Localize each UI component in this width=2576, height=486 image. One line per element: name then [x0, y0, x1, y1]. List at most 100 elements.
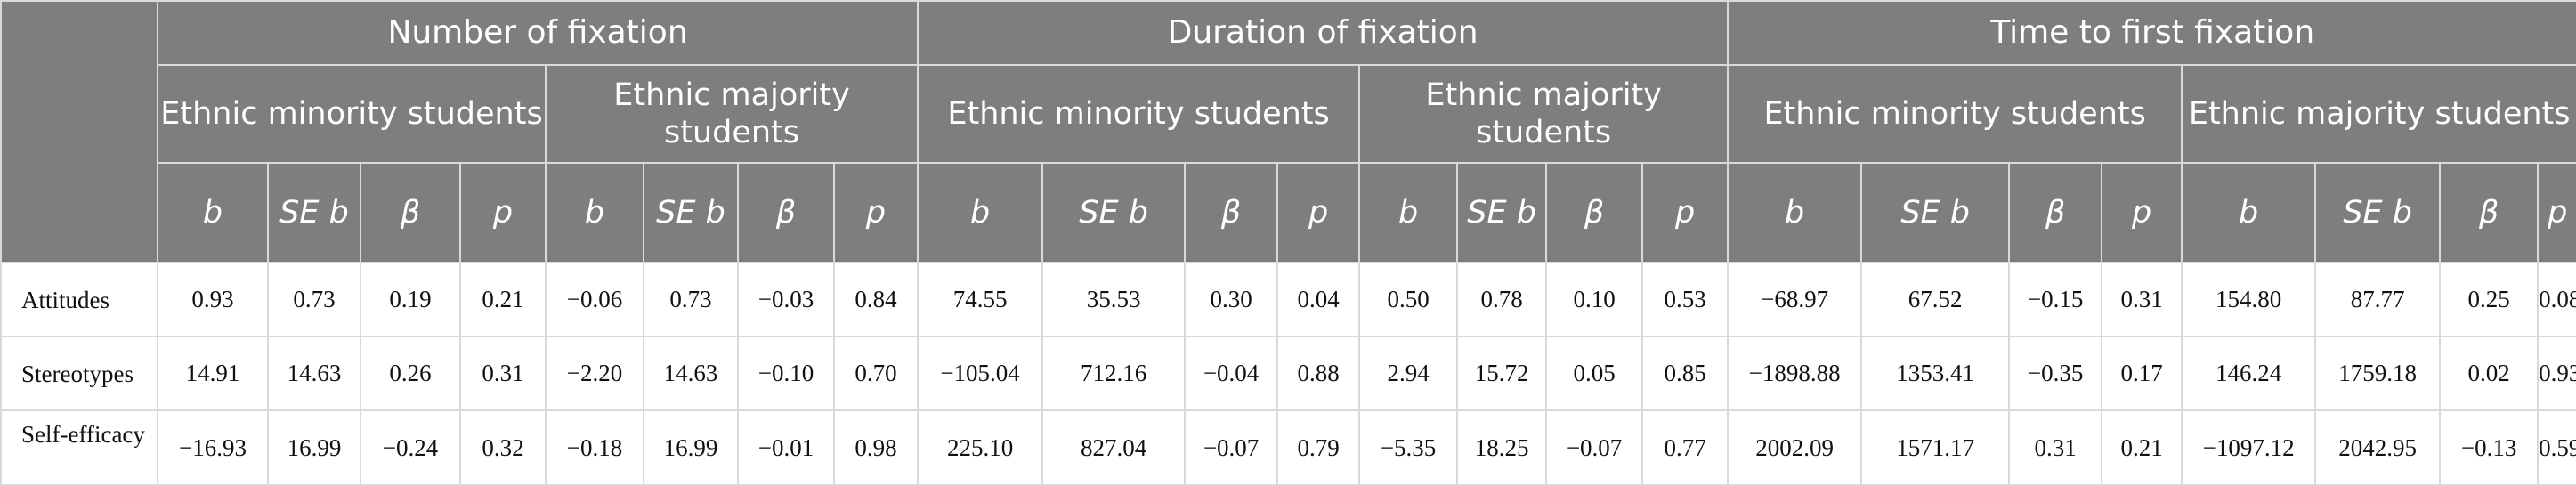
stat-header: SE b: [1456, 162, 1548, 263]
table-cell: 146.24: [2181, 336, 2317, 411]
table-cell: 0.30: [1184, 262, 1279, 337]
table-cell: −0.06: [545, 262, 644, 337]
table-cell: 2.94: [1358, 336, 1459, 411]
table-cell: 0.25: [2439, 262, 2540, 337]
table-cell: 35.53: [1041, 262, 1187, 337]
table-cell: 74.55: [917, 262, 1044, 337]
table-cell: 0.31: [459, 336, 547, 411]
table-cell: 0.84: [832, 262, 919, 337]
table-cell: 0.31: [2101, 262, 2183, 337]
stat-header: SE b: [2314, 162, 2442, 263]
stat-header: p: [832, 162, 919, 263]
table-cell: −0.07: [1184, 409, 1279, 486]
table-cell: 0.73: [643, 262, 739, 337]
table-cell: 0.77: [1641, 409, 1729, 486]
table-cell: 0.08: [2537, 262, 2576, 337]
table-cell: −0.15: [2008, 262, 2103, 337]
stat-header: β: [360, 162, 461, 263]
group-header-row: Number of fixation Duration of fixation …: [0, 0, 2576, 263]
table-cell: 1571.17: [1860, 409, 2011, 486]
table-cell: 0.32: [459, 409, 547, 486]
table-cell: 0.88: [1276, 336, 1361, 411]
table-cell: 0.85: [1641, 336, 1729, 411]
table-cell: 2042.95: [2314, 409, 2442, 486]
stat-header: SE b: [1041, 162, 1187, 263]
table-cell: −0.24: [360, 409, 461, 486]
table-cell: 0.05: [1545, 336, 1644, 411]
table-cell: 87.77: [2314, 262, 2442, 337]
stat-header: p: [1276, 162, 1361, 263]
table-cell: 1759.18: [2314, 336, 2442, 411]
stat-header: b: [917, 162, 1044, 263]
stat-header: p: [1641, 162, 1729, 263]
table-row: Attitudes 0.93 0.73 0.19 0.21 −0.06 0.73…: [0, 262, 2576, 337]
table-cell: −0.10: [737, 336, 835, 411]
table-cell: 0.98: [832, 409, 919, 486]
table-cell: 0.17: [2101, 336, 2183, 411]
stat-header: β: [1184, 162, 1279, 263]
table-cell: 0.53: [1641, 262, 1729, 337]
table-cell: 1353.41: [1860, 336, 2011, 411]
stat-header: b: [157, 162, 269, 263]
table-cell: 14.91: [157, 336, 269, 411]
table-cell: 0.59: [2537, 409, 2576, 486]
row-label: Self-efficacy: [0, 409, 158, 486]
table-cell: 0.02: [2439, 336, 2540, 411]
stat-header: β: [2439, 162, 2540, 263]
table-row: Self-efficacy −16.93 16.99 −0.24 0.32 −0…: [0, 409, 2576, 486]
table-cell: −1097.12: [2181, 409, 2317, 486]
table-cell: 0.73: [267, 262, 361, 337]
subgroup-header: Ethnic minority students: [917, 64, 1361, 164]
subgroup-header-row: Ethnic minority students Ethnic majority…: [1, 64, 2576, 164]
stat-header: SE b: [1860, 162, 2011, 263]
stat-header: p: [2537, 162, 2576, 263]
group-header: Number of fixation: [156, 0, 919, 66]
table-cell: 0.78: [1456, 262, 1548, 337]
group-header: Duration of fixation: [917, 0, 1729, 66]
table-cell: −0.03: [737, 262, 835, 337]
stat-header: β: [1545, 162, 1644, 263]
stat-header: β: [737, 162, 835, 263]
table-cell: 0.79: [1276, 409, 1361, 486]
table-cell: −0.04: [1184, 336, 1279, 411]
table-cell: 0.93: [2537, 336, 2576, 411]
table-cell: −0.18: [545, 409, 644, 486]
table-cell: −5.35: [1358, 409, 1459, 486]
stat-header-row: b SE b β p b SE b β p b SE b β p b SE b …: [1, 162, 2576, 263]
table-cell: −1898.88: [1727, 336, 1863, 411]
table-cell: −0.35: [2008, 336, 2103, 411]
subgroup-header: Ethnic minority students: [1727, 64, 2183, 164]
table-cell: 154.80: [2181, 262, 2317, 337]
table-cell: −0.01: [737, 409, 835, 486]
table-cell: −0.13: [2439, 409, 2540, 486]
subgroup-header: Ethnic majority students: [1358, 64, 1729, 164]
group-header: Time to first fixation: [1727, 0, 2576, 66]
table-cell: 0.10: [1545, 262, 1644, 337]
table-cell: 0.21: [459, 262, 547, 337]
row-label: Stereotypes: [0, 336, 158, 411]
table-cell: 0.50: [1358, 262, 1459, 337]
table-cell: 0.21: [2101, 409, 2183, 486]
table-cell: 0.70: [832, 336, 919, 411]
table-cell: 0.93: [157, 262, 269, 337]
table-cell: −68.97: [1727, 262, 1863, 337]
table-cell: 712.16: [1041, 336, 1187, 411]
table-cell: 14.63: [643, 336, 739, 411]
subgroup-header: Ethnic majority students: [2181, 64, 2576, 164]
table-row: Stereotypes 14.91 14.63 0.26 0.31 −2.20 …: [0, 336, 2576, 411]
stat-header: SE b: [267, 162, 361, 263]
table-cell: 16.99: [643, 409, 739, 486]
table-cell: −16.93: [157, 409, 269, 486]
table-cell: 16.99: [267, 409, 361, 486]
table-cell: −0.07: [1545, 409, 1644, 486]
table-cell: −2.20: [545, 336, 644, 411]
stat-header: p: [459, 162, 547, 263]
stat-header: p: [2101, 162, 2183, 263]
table-cell: 0.04: [1276, 262, 1361, 337]
table-cell: 225.10: [917, 409, 1044, 486]
corner-cell: [0, 0, 158, 263]
stat-header: SE b: [643, 162, 739, 263]
stat-header: β: [2008, 162, 2103, 263]
table-cell: 0.19: [360, 262, 461, 337]
